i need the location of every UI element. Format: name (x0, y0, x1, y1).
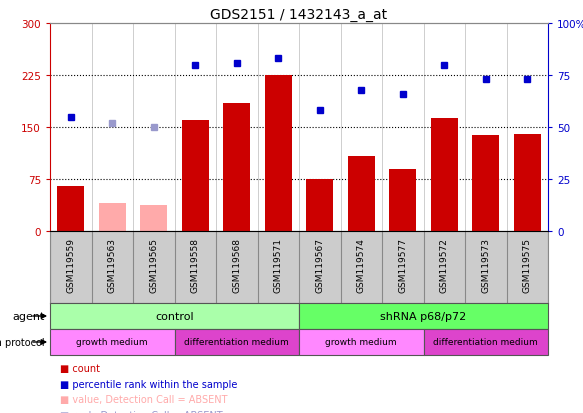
Bar (306, 180, 333, 231)
Bar (299, 303, 548, 329)
Text: growth medium: growth medium (76, 338, 148, 347)
Bar (174, 329, 299, 355)
Title: GDS2151 / 1432143_a_at: GDS2151 / 1432143_a_at (210, 7, 388, 21)
Bar (99, 204, 126, 231)
Text: growth protocol: growth protocol (0, 337, 45, 347)
Text: GSM119568: GSM119568 (232, 237, 241, 292)
Text: GSM119574: GSM119574 (357, 237, 366, 292)
Bar (223, 104, 250, 231)
Text: GSM119558: GSM119558 (191, 237, 200, 292)
Text: GSM119567: GSM119567 (315, 237, 324, 292)
Text: agent: agent (13, 311, 45, 321)
Text: GSM119573: GSM119573 (481, 237, 490, 292)
Text: shRNA p68/p72: shRNA p68/p72 (380, 311, 466, 321)
Bar (299, 329, 423, 355)
Text: ■ rank, Detection Call = ABSENT: ■ rank, Detection Call = ABSENT (60, 410, 223, 413)
Text: differentiation medium: differentiation medium (433, 338, 538, 347)
Text: GSM119559: GSM119559 (66, 237, 75, 292)
Bar (57, 187, 84, 231)
Bar (514, 135, 541, 231)
Text: GSM119571: GSM119571 (274, 237, 283, 292)
Text: differentiation medium: differentiation medium (184, 338, 289, 347)
Bar (389, 169, 416, 231)
Text: ■ percentile rank within the sample: ■ percentile rank within the sample (60, 379, 237, 389)
Text: GSM119565: GSM119565 (149, 237, 158, 292)
Text: GSM119577: GSM119577 (398, 237, 408, 292)
Text: ■ value, Detection Call = ABSENT: ■ value, Detection Call = ABSENT (60, 394, 227, 404)
Text: growth medium: growth medium (325, 338, 397, 347)
Bar (348, 157, 375, 231)
Bar (50, 303, 299, 329)
Bar (50, 329, 174, 355)
Bar (265, 76, 292, 231)
Bar (182, 121, 209, 231)
Text: ■ count: ■ count (60, 363, 100, 373)
Text: GSM119572: GSM119572 (440, 237, 449, 292)
Text: control: control (155, 311, 194, 321)
Text: GSM119563: GSM119563 (108, 237, 117, 292)
Bar (472, 136, 499, 231)
Bar (431, 119, 458, 231)
Text: GSM119575: GSM119575 (523, 237, 532, 292)
Bar (141, 205, 167, 231)
Bar (423, 329, 548, 355)
